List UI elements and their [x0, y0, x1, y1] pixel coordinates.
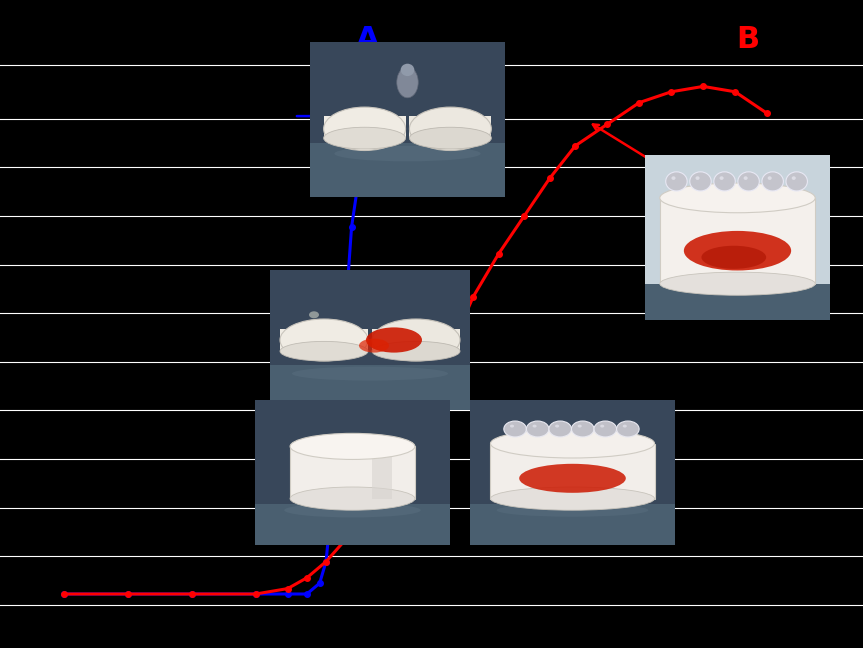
Circle shape: [571, 421, 594, 437]
Bar: [660, 198, 816, 284]
Ellipse shape: [683, 231, 791, 270]
Bar: [270, 270, 470, 365]
Ellipse shape: [791, 176, 796, 180]
Bar: [645, 155, 830, 284]
Bar: [310, 42, 505, 143]
Ellipse shape: [400, 64, 414, 76]
Ellipse shape: [372, 319, 460, 361]
Ellipse shape: [324, 127, 406, 149]
Ellipse shape: [696, 176, 700, 180]
Bar: [310, 143, 505, 197]
Ellipse shape: [334, 146, 481, 161]
Ellipse shape: [555, 424, 559, 428]
Circle shape: [762, 172, 784, 191]
Ellipse shape: [290, 487, 415, 510]
Ellipse shape: [366, 327, 422, 353]
Ellipse shape: [702, 246, 766, 269]
Bar: [645, 284, 830, 320]
Ellipse shape: [660, 183, 816, 213]
Ellipse shape: [359, 339, 389, 353]
Circle shape: [714, 172, 735, 191]
Ellipse shape: [577, 424, 582, 428]
Bar: [490, 443, 654, 498]
Bar: [409, 117, 491, 138]
Circle shape: [665, 172, 687, 191]
Ellipse shape: [720, 176, 723, 180]
Bar: [372, 329, 460, 351]
Ellipse shape: [744, 176, 747, 180]
Circle shape: [504, 421, 526, 437]
Ellipse shape: [600, 424, 604, 428]
Ellipse shape: [290, 434, 415, 459]
Circle shape: [738, 172, 759, 191]
Ellipse shape: [490, 487, 654, 510]
Bar: [280, 329, 368, 351]
Bar: [270, 365, 470, 410]
Ellipse shape: [623, 424, 627, 428]
Ellipse shape: [671, 176, 676, 180]
Ellipse shape: [768, 176, 772, 180]
Ellipse shape: [510, 424, 514, 428]
Ellipse shape: [280, 341, 368, 361]
Bar: [290, 446, 415, 498]
Circle shape: [786, 172, 808, 191]
Bar: [255, 400, 450, 504]
Ellipse shape: [520, 464, 626, 492]
Ellipse shape: [660, 272, 816, 295]
Circle shape: [690, 172, 711, 191]
Ellipse shape: [372, 341, 460, 361]
Text: A: A: [356, 25, 380, 54]
Bar: [470, 504, 675, 545]
Circle shape: [594, 421, 616, 437]
Ellipse shape: [284, 503, 421, 518]
Ellipse shape: [532, 424, 537, 428]
Ellipse shape: [397, 67, 419, 98]
Ellipse shape: [671, 287, 804, 300]
Circle shape: [526, 421, 549, 437]
Ellipse shape: [490, 429, 654, 458]
Bar: [372, 446, 392, 498]
Ellipse shape: [280, 319, 368, 361]
Bar: [255, 504, 450, 545]
Ellipse shape: [292, 367, 448, 380]
Circle shape: [549, 421, 571, 437]
Bar: [324, 117, 406, 138]
Ellipse shape: [496, 503, 648, 516]
Bar: [470, 400, 675, 504]
Circle shape: [309, 311, 319, 318]
Ellipse shape: [324, 107, 406, 150]
Circle shape: [616, 421, 639, 437]
Ellipse shape: [409, 127, 491, 149]
Text: B: B: [736, 25, 759, 54]
Ellipse shape: [409, 107, 491, 150]
